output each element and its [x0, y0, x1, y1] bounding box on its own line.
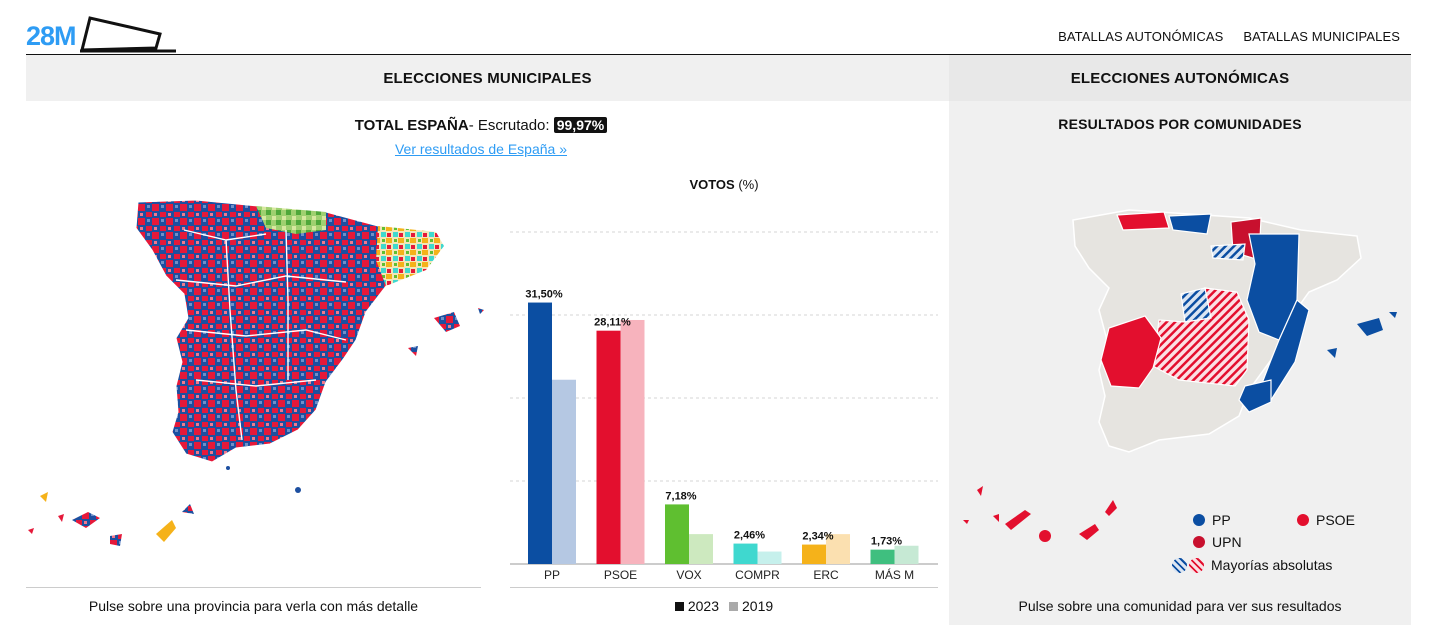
municipal-map-hint: Pulse sobre una provincia para verla con…	[88, 598, 419, 614]
bar-2023-compr[interactable]	[733, 543, 758, 564]
ver-resultados-link[interactable]: Ver resultados de España »	[394, 141, 567, 157]
ballot-box-icon	[80, 16, 176, 53]
legend-item-2019[interactable]: 2019	[729, 598, 773, 614]
legend-dot-pp	[1193, 514, 1205, 526]
bar-2023-erc[interactable]	[802, 544, 826, 564]
legend-psoe: PSOE	[1297, 512, 1355, 528]
legend-psoe-label: PSOE	[1316, 512, 1355, 528]
value-label-pp: 31,50%	[525, 289, 563, 301]
votes-bar-chart: 31,50% PP 28,11% PSOE 7,18% VOX 2,46% COMPR 2,34…	[510, 231, 938, 582]
total-espana-line: TOTAL ESPAÑA- Escrutado: 99,97%	[26, 117, 936, 134]
bar-2019-más m[interactable]	[894, 545, 919, 564]
legend-hatch-icons	[1172, 557, 1204, 573]
legend-swatch-2023	[674, 602, 684, 611]
hatch-red-icon	[1189, 557, 1204, 573]
legend-upn-label: UPN	[1212, 534, 1242, 550]
chart-legend: 2023 2019	[510, 598, 938, 614]
chart-title-text: VOTOS	[689, 177, 735, 192]
bar-2023-vox[interactable]	[665, 504, 689, 564]
bar-2023-psoe[interactable]	[596, 330, 621, 564]
chart-title-unit: (%)	[738, 177, 759, 192]
region-la-rioja[interactable]	[1210, 243, 1246, 261]
region-castilla-la-mancha[interactable]	[1152, 287, 1250, 387]
bar-2019-vox[interactable]	[689, 534, 713, 564]
total-label: TOTAL ESPAÑA	[354, 117, 469, 134]
category-label-vox: VOX	[676, 568, 701, 582]
bar-2019-erc[interactable]	[826, 534, 850, 564]
legend-dot-upn	[1193, 536, 1205, 548]
region-valencia[interactable]	[1260, 299, 1310, 402]
nav-batallas-autonomicas[interactable]: BATALLAS AUTONÓMICAS	[1058, 29, 1224, 44]
autonomicas-subtitle: RESULTADOS POR COMUNIDADES	[1058, 116, 1302, 132]
ceuta-shape[interactable]	[295, 487, 301, 493]
value-label-compr: 2,46%	[734, 530, 765, 542]
bar-2023-pp[interactable]	[528, 302, 552, 564]
region-baleares[interactable]	[1327, 312, 1397, 358]
category-label-pp: PP	[544, 568, 560, 582]
category-label-compr: COMPR	[735, 568, 780, 582]
legend-pp: PP	[1193, 512, 1231, 528]
autonomicas-panel: ELECCIONES AUTONÓMICAS RESULTADOS POR CO…	[949, 55, 1411, 625]
chart-divider	[510, 587, 938, 588]
autonomicas-title: ELECCIONES AUTONÓMICAS	[1070, 69, 1290, 87]
value-label-vox: 7,18%	[665, 490, 696, 502]
basque-region-shape[interactable]	[256, 206, 326, 234]
left-divider	[26, 587, 481, 588]
category-label-más m: MÁS M	[875, 567, 914, 582]
municipales-header: ELECCIONES MUNICIPALES	[26, 55, 949, 101]
header-divider	[26, 54, 1411, 55]
top-nav: BATALLAS AUTONÓMICAS BATALLAS MUNICIPALE…	[1058, 29, 1400, 44]
value-label-más m: 1,73%	[871, 536, 902, 548]
catalonia-region-shape[interactable]	[376, 226, 444, 286]
autonomicas-map[interactable]	[949, 190, 1411, 560]
region-cantabria[interactable]	[1168, 213, 1212, 235]
logo-text: 28M	[26, 21, 77, 51]
municipales-title: ELECCIONES MUNICIPALES	[383, 69, 592, 87]
autonomicas-map-hint: Pulse sobre una comunidad para ver sus r…	[1018, 598, 1342, 614]
legend-upn: UPN	[1193, 534, 1242, 550]
region-murcia[interactable]	[1238, 379, 1272, 413]
canary-islands-shape[interactable]	[28, 492, 194, 546]
melilla-shape[interactable]	[226, 466, 230, 470]
legend-swatch-2019	[729, 602, 738, 611]
chart-title: VOTOS (%)	[510, 177, 938, 192]
category-label-erc: ERC	[813, 568, 839, 582]
ver-resultados-wrap: Ver resultados de España »	[26, 141, 936, 159]
region-canarias[interactable]	[963, 486, 1117, 542]
value-label-erc: 2,34%	[802, 531, 833, 543]
hatch-blue-icon	[1172, 557, 1187, 573]
logo-28m[interactable]: 28M	[26, 14, 178, 54]
legend-pp-label: PP	[1212, 512, 1231, 528]
province-borders	[175, 229, 347, 441]
value-label-psoe: 28,11%	[594, 317, 631, 329]
escrutado-badge: 99,97%	[553, 117, 608, 133]
bar-2023-más m[interactable]	[870, 549, 895, 564]
category-label-psoe: PSOE	[604, 568, 637, 582]
bar-2019-pp[interactable]	[552, 379, 576, 564]
balearic-islands-shape[interactable]	[408, 308, 484, 356]
legend-label-2019: 2019	[742, 598, 774, 614]
legend-mayorias-absolutas: Mayorías absolutas	[1172, 557, 1332, 573]
bar-2019-compr[interactable]	[757, 551, 782, 564]
legend-label-2023: 2023	[687, 598, 719, 614]
region-extremadura[interactable]	[1100, 315, 1162, 389]
bar-2019-psoe[interactable]	[620, 319, 645, 564]
region-aragon[interactable]	[1246, 233, 1300, 341]
legend-mayorias-label: Mayorías absolutas	[1211, 557, 1333, 573]
legend-item-2023[interactable]: 2023	[674, 598, 719, 614]
escrutado-label: - Escrutado:	[468, 117, 550, 134]
municipal-map[interactable]	[26, 190, 486, 560]
nav-batallas-municipales[interactable]: BATALLAS MUNICIPALES	[1243, 29, 1400, 44]
autonomicas-header: ELECCIONES AUTONÓMICAS	[949, 55, 1411, 101]
legend-dot-psoe	[1297, 514, 1309, 526]
region-asturias[interactable]	[1116, 211, 1170, 231]
